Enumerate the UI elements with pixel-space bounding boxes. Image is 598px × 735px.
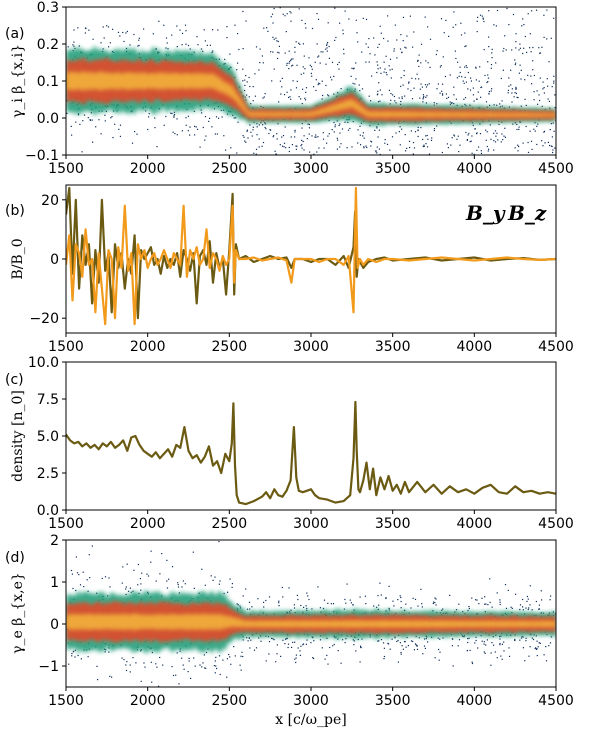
legend-by: B_y	[465, 201, 506, 225]
y-tick-label: 0	[50, 617, 59, 633]
y-tick-label: 2.5	[37, 466, 59, 482]
y-tick-label: 0	[50, 252, 59, 268]
x-tick-label: 1500	[48, 693, 84, 709]
panel-b-ticks: 1500 2000 2500 3000 3500 4000 4500 −20 0 20	[29, 193, 573, 355]
panel-b: 1500 2000 2500 3000 3500 4000 4500 −20 0 20 (b) B…	[5, 184, 574, 355]
phase-space-core	[66, 71, 556, 118]
x-tick-label: 4500	[538, 339, 574, 355]
panel-c-ticks: 1500 2000 2500 3000 3500 4000 4500 0.0 2.5 5.0 7.5…	[28, 355, 574, 532]
panel-d-heatmap	[66, 541, 556, 687]
y-tick-label: 10.0	[28, 355, 59, 371]
y-tick-label: 1	[50, 575, 59, 591]
x-tick-label: 2500	[212, 161, 248, 177]
panel-c-lines	[66, 400, 556, 506]
series-line-b-z	[66, 186, 556, 326]
y-tick-label: 2	[50, 533, 59, 549]
y-tick-label: 0.0	[37, 503, 59, 519]
x-tick-label: 4500	[538, 693, 574, 709]
x-tick-label: 2000	[130, 339, 166, 355]
panel-d-ylabel: γ_e β_{x,e}	[10, 572, 26, 654]
series-line-density	[66, 400, 556, 506]
y-tick-label: 20	[41, 193, 59, 209]
y-tick-label: 0.2	[37, 37, 59, 53]
panel-label-d: (d)	[5, 550, 25, 566]
panel-c-ylabel: density [n_0]	[10, 390, 26, 482]
x-tick-label: 4000	[457, 516, 493, 532]
x-tick-label: 3000	[293, 161, 329, 177]
x-tick-label: 3000	[293, 693, 329, 709]
legend-bz: B_z	[507, 201, 547, 225]
x-tick-label: 2500	[212, 339, 248, 355]
panel-a-ylabel: γ_i β_{x,i}	[10, 44, 26, 118]
x-tick-label: 1500	[48, 161, 84, 177]
panel-label-a: (a)	[5, 26, 25, 42]
x-tick-label: 4500	[538, 161, 574, 177]
y-tick-label: 5.0	[37, 429, 59, 445]
x-tick-label: 4000	[457, 693, 493, 709]
x-tick-label: 2500	[212, 693, 248, 709]
x-tick-label: 2000	[130, 516, 166, 532]
panel-label-c: (c)	[5, 372, 24, 388]
x-tick-label: 4000	[457, 339, 493, 355]
y-tick-label: −20	[29, 311, 59, 327]
x-tick-label: 1500	[48, 339, 84, 355]
y-tick-label: 0.0	[37, 111, 59, 127]
x-tick-label: 4000	[457, 161, 493, 177]
panel-d: 1500 2000 2500 3000 3500 4000 4500 −1 0 1 2 (d) γ_…	[5, 533, 574, 728]
x-tick-label: 3000	[293, 339, 329, 355]
x-tick-label: 3500	[375, 516, 411, 532]
panel-label-b: (b)	[5, 203, 25, 219]
x-tick-label: 2500	[212, 516, 248, 532]
x-tick-label: 2000	[130, 161, 166, 177]
x-tick-label: 3000	[293, 516, 329, 532]
x-tick-label: 1500	[48, 516, 84, 532]
panel-a-heatmap	[66, 7, 556, 155]
y-tick-label: −0.1	[25, 148, 59, 164]
x-axis-label: x [c/ω_pe]	[275, 712, 347, 728]
x-tick-label: 3500	[375, 161, 411, 177]
y-tick-label: 0.3	[37, 0, 59, 16]
y-tick-label: −1	[38, 659, 59, 675]
x-tick-label: 2000	[130, 693, 166, 709]
panel-c: 1500 2000 2500 3000 3500 4000 4500 0.0 2.5 5.0 7.5…	[5, 355, 574, 532]
panel-a: 1500 2000 2500 3000 3500 4000 4500 −0.1 0.0 0.1 0.…	[5, 0, 574, 177]
x-tick-label: 3500	[375, 339, 411, 355]
y-tick-label: 0.1	[37, 74, 59, 90]
panel-b-ylabel: B/B_0	[10, 238, 26, 279]
panel-b-lines	[66, 186, 556, 326]
x-tick-label: 4500	[538, 516, 574, 532]
panel-a-ticks: 1500 2000 2500 3000 3500 4000 4500 −0.1 0.0 0.1 0.…	[25, 0, 574, 177]
phase-space-core	[66, 613, 556, 631]
phase-space-body	[66, 57, 556, 122]
x-tick-label: 3500	[375, 693, 411, 709]
panel-d-ticks: 1500 2000 2500 3000 3500 4000 4500 −1 0 1 2	[38, 533, 573, 709]
y-tick-label: 7.5	[37, 392, 59, 408]
